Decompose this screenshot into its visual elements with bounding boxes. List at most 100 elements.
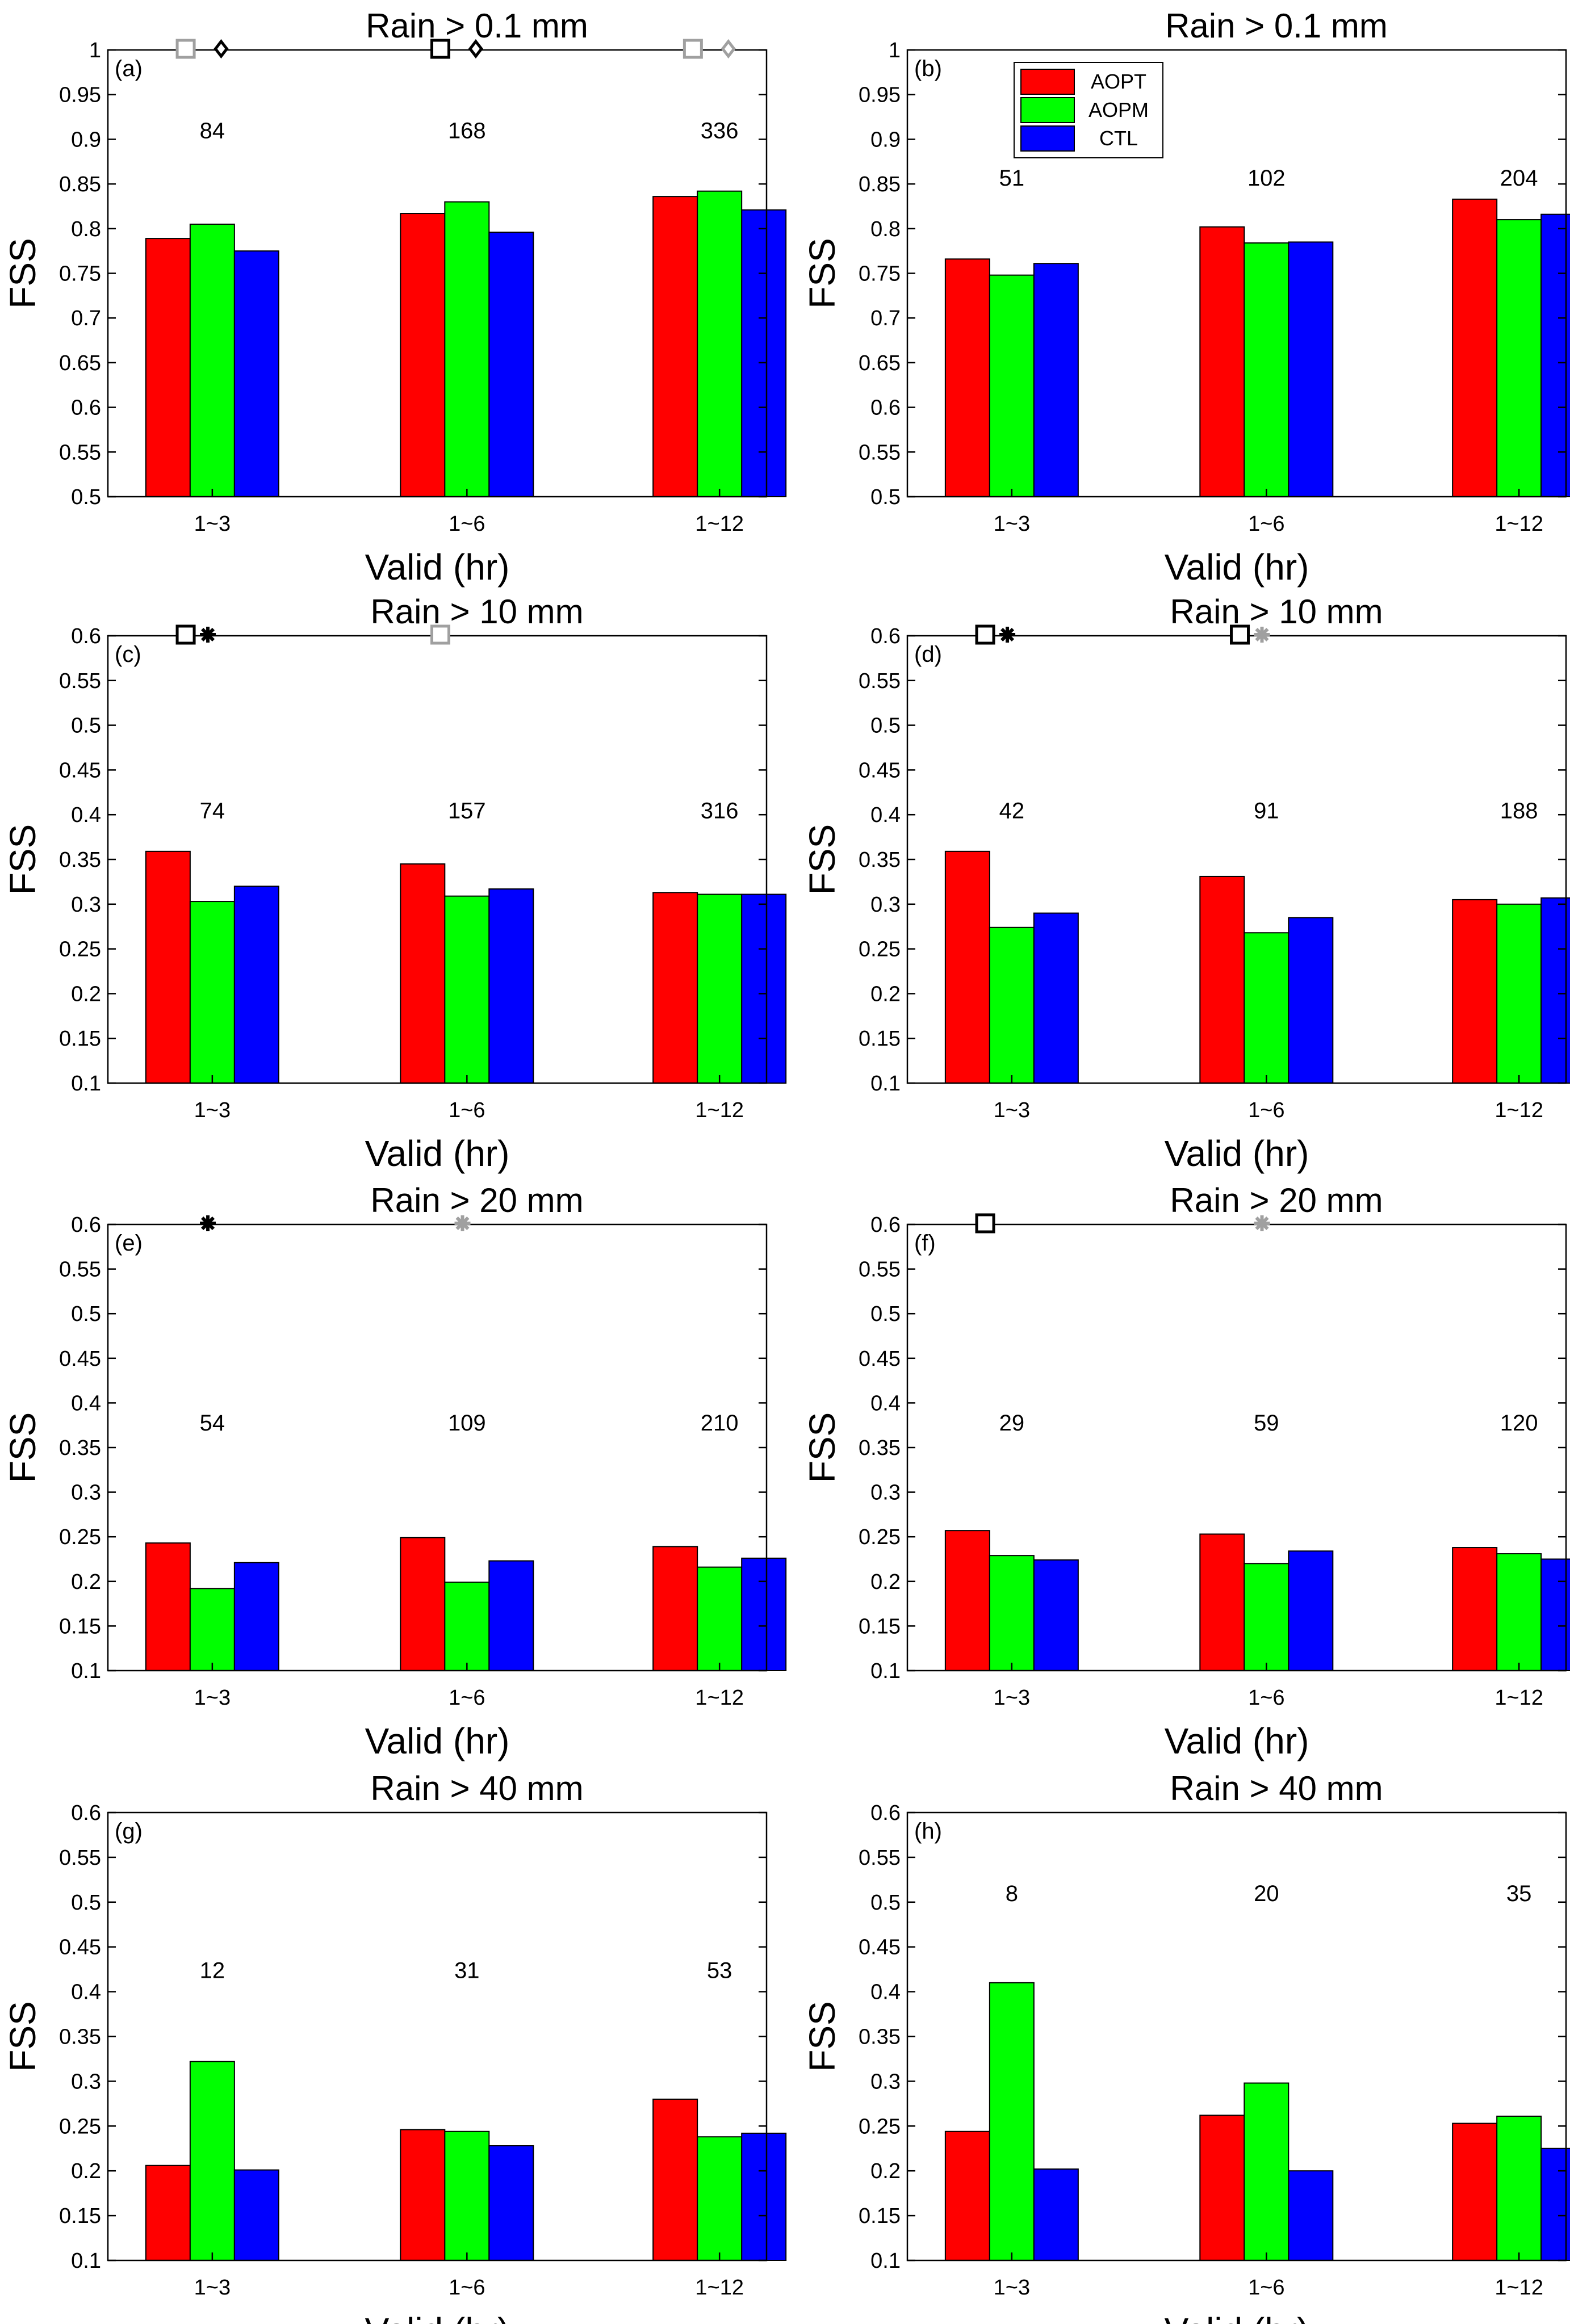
y-tick-label: 0.6 [71, 1213, 101, 1237]
bar-ctl-1~12 [1540, 897, 1570, 1084]
y-tick-label: 0.45 [859, 1936, 901, 1960]
y-tick-label: 0.35 [59, 2025, 101, 2049]
y-tick-label: 0.3 [71, 893, 101, 917]
chart-title: Rain > 10 mm [370, 593, 583, 631]
y-tick-label: 0.2 [71, 1570, 101, 1594]
x-axis-title: Valid (hr) [1165, 2310, 1309, 2324]
bar-ctl-1~6 [488, 1560, 534, 1672]
y-tick-label: 0.35 [859, 848, 901, 872]
y-tick-label: 0.8 [870, 217, 901, 241]
y-tick-label: 1 [889, 39, 901, 62]
significance-square-marker [175, 624, 196, 645]
significance-star-marker [200, 627, 216, 643]
chart-panel-h: 1~3 8 1~6 20 1~12 35 0.1 0.15 0.2 0.25 0.3 0.35 0.4 0… [802, 1769, 1570, 2324]
bar-aopt-1~12 [1452, 1547, 1498, 1671]
x-tick-label: 1~6 [1248, 1686, 1284, 1710]
chart-title: Rain > 20 mm [370, 1181, 583, 1219]
x-axis-title: Valid (hr) [365, 2310, 510, 2324]
bar-aopt-1~6 [400, 213, 446, 497]
x-tick-label: 1~12 [1494, 1098, 1543, 1122]
x-tick-label: 1~3 [194, 1686, 231, 1710]
x-axis-title: Valid (hr) [1165, 1133, 1309, 1174]
y-tick-label: 0.25 [859, 2115, 901, 2138]
y-axis-title: FSS [2, 238, 43, 308]
bar-ctl-1~6 [1288, 2170, 1334, 2261]
bar-aopm-1~3 [189, 1588, 235, 1671]
y-tick-label: 1 [89, 39, 101, 62]
bar-aopm-1~6 [1244, 2082, 1290, 2261]
x-tick-label: 1~12 [1494, 1686, 1543, 1710]
y-tick-label: 0.15 [859, 1614, 901, 1638]
sample-count-label: 188 [1500, 798, 1538, 823]
legend-label-aopm: AOPM [1088, 98, 1149, 121]
sample-count-label: 42 [999, 798, 1025, 823]
bar-aopm-1~6 [444, 895, 490, 1084]
y-tick-label: 0.1 [71, 1659, 101, 1683]
bar-aopt-1~12 [1452, 899, 1498, 1084]
x-tick-label: 1~3 [994, 1686, 1030, 1710]
sample-count-label: 59 [1254, 1411, 1279, 1436]
x-tick-label: 1~6 [1248, 2276, 1284, 2300]
y-tick-label: 0.2 [71, 2159, 101, 2183]
x-tick-label: 1~6 [1248, 512, 1284, 536]
y-tick-label: 0.95 [59, 83, 101, 107]
chart-title: Rain > 40 mm [1170, 1769, 1383, 1807]
y-tick-label: 0.4 [870, 803, 901, 827]
bar-aopm-1~12 [1496, 2115, 1542, 2261]
bar-aopt-1~6 [400, 2129, 446, 2262]
y-tick-label: 0.3 [71, 2070, 101, 2094]
bar-aopm-1~3 [989, 1982, 1035, 2262]
significance-diamond-marker [468, 39, 484, 59]
y-tick-label: 0.15 [859, 2204, 901, 2228]
bar-aopt-1~3 [145, 1542, 191, 1672]
bar-aopt-1~12 [652, 196, 698, 497]
panel-label: (c) [115, 642, 141, 667]
y-tick-label: 0.2 [71, 982, 101, 1006]
y-tick-label: 0.15 [859, 1027, 901, 1051]
y-tick-label: 0.85 [59, 173, 101, 196]
bar-aopt-1~6 [1199, 2115, 1245, 2262]
bar-ctl-1~6 [1288, 1550, 1334, 1672]
y-tick-label: 0.55 [859, 1846, 901, 1870]
sample-count-label: 157 [448, 798, 486, 823]
sample-count-label: 168 [448, 119, 486, 144]
y-axis-title: FSS [2, 824, 43, 895]
y-tick-label: 0.1 [870, 1659, 901, 1683]
y-tick-label: 0.6 [870, 1213, 901, 1237]
y-tick-label: 0.4 [71, 803, 101, 827]
y-tick-label: 0.1 [71, 2249, 101, 2273]
y-tick-label: 0.55 [59, 1846, 101, 1870]
panel-label: (f) [914, 1231, 936, 1256]
significance-square-marker [175, 39, 196, 59]
bar-aopt-1~12 [1452, 198, 1498, 498]
x-axis-title: Valid (hr) [365, 547, 510, 588]
x-tick-label: 1~6 [449, 1686, 485, 1710]
significance-star-marker [200, 1215, 216, 1231]
sample-count-label: 102 [1247, 166, 1286, 191]
y-tick-label: 0.65 [59, 351, 101, 375]
bar-aopt-1~12 [652, 892, 698, 1084]
sample-count-label: 204 [1500, 166, 1538, 191]
sample-count-label: 316 [701, 798, 739, 823]
chart-panel-e: 1~3 54 1~6 109 1~12 210 0.1 0.15 0.2 0.25 0.3 0.35 0… [2, 1181, 787, 1761]
bar-aopm-1~3 [189, 223, 235, 497]
y-tick-label: 0.2 [870, 982, 901, 1006]
y-tick-label: 0.2 [870, 2159, 901, 2183]
panel-label: (e) [115, 1231, 143, 1256]
bar-aopt-1~6 [1199, 1533, 1245, 1671]
x-axis-title: Valid (hr) [365, 1721, 510, 1761]
bar-aopt-1~6 [400, 1537, 446, 1671]
chart-panel-b: 1~3 51 1~6 102 1~12 204 0.5 0.55 0.6 0.65 0.7 0.75 0… [802, 7, 1570, 588]
bar-aopt-1~6 [1199, 875, 1245, 1084]
bar-aopm-1~3 [189, 2061, 235, 2262]
chart-title: Rain > 20 mm [1170, 1181, 1383, 1219]
bar-ctl-1~12 [1540, 213, 1570, 497]
sample-count-label: 29 [999, 1411, 1025, 1436]
sample-count-label: 53 [707, 1958, 732, 1983]
y-tick-label: 0.45 [59, 1936, 101, 1960]
x-tick-label: 1~3 [194, 2276, 231, 2300]
y-tick-label: 0.75 [59, 262, 101, 286]
x-tick-label: 1~6 [1248, 1098, 1284, 1122]
bar-ctl-1~3 [1033, 912, 1079, 1084]
y-tick-label: 0.5 [870, 1891, 901, 1915]
